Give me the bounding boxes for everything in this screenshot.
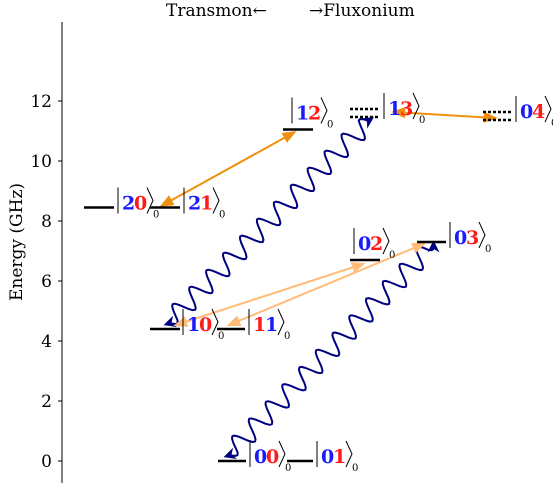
transition-13-04 [391, 107, 498, 123]
ket-subscript: 0 [284, 331, 290, 342]
ket-second-digit: 1 [333, 446, 346, 468]
ket-first-digit: 0 [520, 101, 533, 123]
ket-angle [412, 92, 420, 120]
ket-angle [211, 308, 219, 336]
y-tick-label: 2 [41, 392, 52, 412]
y-tick-label: 8 [41, 212, 52, 232]
ket-subscript: 0 [219, 210, 225, 221]
level-21: 210 [150, 187, 225, 221]
ket-subscript: 0 [389, 250, 395, 261]
ket-subscript: 0 [419, 115, 425, 126]
ket-second-digit: 1 [265, 314, 278, 336]
ket-second-digit: 2 [370, 233, 383, 255]
ket-first-digit: 1 [388, 98, 401, 120]
ket-label: 120 [291, 97, 333, 131]
ket-second-digit: 0 [266, 446, 279, 468]
ket-second-digit: 3 [400, 98, 413, 120]
transition-21-12 [159, 131, 297, 207]
y-axis-label: Energy (GHz) [7, 183, 27, 301]
ket-label: 110 [248, 308, 290, 342]
level-10: 100 [150, 308, 224, 342]
level-03: 030 [417, 221, 491, 255]
ket-label: 210 [183, 187, 225, 221]
y-tick-label: 10 [30, 152, 52, 172]
fluxonium-header: →Fluxonium [309, 1, 415, 21]
energy-levels: 000010100110020030200210120130040 [84, 92, 553, 474]
y-tick-label: 6 [41, 272, 52, 292]
y-tick-label: 12 [30, 92, 52, 112]
ket-angle [212, 187, 220, 214]
ket-second-digit: 0 [134, 193, 147, 215]
wavy-transition-00-03 [223, 240, 440, 460]
ket-subscript: 0 [485, 244, 491, 255]
ket-angle [146, 187, 154, 214]
level-12: 120 [283, 97, 333, 131]
ket-label: 020 [353, 227, 395, 261]
ket-first-digit: 1 [296, 103, 309, 125]
ket-label: 030 [449, 221, 491, 255]
ket-second-digit: 2 [308, 103, 321, 125]
ket-first-digit: 2 [188, 193, 201, 215]
level-04: 040 [483, 95, 553, 129]
level-02: 020 [350, 227, 395, 262]
y-tick-label: 4 [41, 332, 52, 352]
ket-second-digit: 4 [532, 101, 545, 123]
ket-first-digit: 1 [187, 314, 200, 336]
ket-first-digit: 1 [253, 314, 266, 336]
ket-label: 010 [316, 440, 358, 474]
level-01: 010 [287, 440, 358, 474]
y-axis-ticks: 0 2 4 6 8 10 12 [30, 92, 62, 472]
ket-angle [478, 221, 486, 249]
ket-first-digit: 0 [321, 446, 334, 468]
ket-angle [277, 308, 285, 336]
ket-label: 130 [383, 92, 425, 126]
wavy-transitions [163, 117, 440, 460]
ket-angle [544, 95, 552, 123]
ket-label: 200 [117, 187, 159, 221]
transmon-header: Transmon← [166, 1, 267, 21]
ket-subscript: 0 [285, 463, 291, 474]
ket-first-digit: 0 [454, 227, 467, 249]
level-13: 130 [350, 92, 425, 126]
level-11: 110 [217, 308, 290, 342]
ket-angle [345, 440, 353, 468]
arrow-transitions [159, 107, 498, 327]
transition-11-03 [226, 242, 427, 327]
ket-subscript: 0 [551, 118, 553, 129]
ket-second-digit: 0 [199, 314, 212, 336]
ket-second-digit: 1 [200, 193, 213, 215]
ket-first-digit: 0 [254, 446, 267, 468]
level-20: 200 [84, 187, 159, 221]
ket-subscript: 0 [218, 331, 224, 342]
ket-angle [382, 227, 390, 255]
ket-subscript: 0 [327, 120, 333, 131]
ket-subscript: 0 [352, 463, 358, 474]
ket-first-digit: 2 [122, 193, 135, 215]
ket-angle [320, 97, 328, 124]
ket-subscript: 0 [153, 210, 159, 221]
ket-label: 040 [515, 95, 553, 129]
level-00: 000 [218, 440, 291, 474]
ket-label: 000 [249, 440, 291, 474]
ket-label: 100 [182, 308, 224, 342]
ket-angle [278, 440, 286, 468]
y-tick-label: 0 [41, 452, 52, 472]
wavy-transition-10-13 [163, 117, 375, 328]
ket-second-digit: 3 [466, 227, 479, 249]
ket-first-digit: 0 [358, 233, 371, 255]
